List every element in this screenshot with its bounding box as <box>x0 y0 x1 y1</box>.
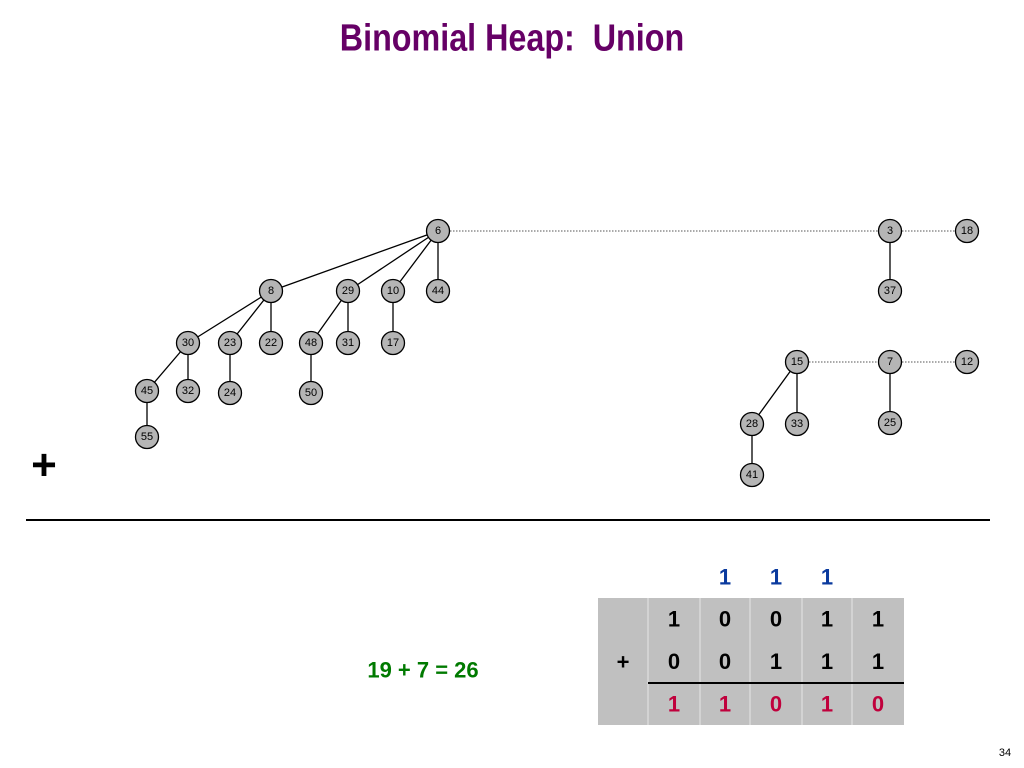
node-label: 25 <box>884 417 896 429</box>
node-label: 6 <box>435 225 441 237</box>
node-label: 23 <box>224 337 236 349</box>
node <box>954 349 980 375</box>
binary-table: +1 0 0 1 1 0 0 1 1 1 1 1 0 1 0 1 1 1 <box>598 565 904 725</box>
plus-sign: + <box>31 441 57 490</box>
nodes: 6 3 18 8 29 10 44 37 30 23 22 48 31 17 15 7 12 45 32 24 50 28… <box>134 218 980 488</box>
carry-digit: 1 <box>719 565 731 590</box>
addend-digit: 0 <box>770 607 782 632</box>
node <box>380 330 406 356</box>
node <box>134 424 160 450</box>
tree-edge <box>347 230 439 292</box>
node <box>739 411 765 437</box>
node <box>335 278 361 304</box>
node <box>134 378 160 404</box>
sum-digit: 0 <box>770 692 782 717</box>
node <box>258 278 284 304</box>
table-background <box>598 598 904 725</box>
addend-digit: 1 <box>770 649 782 674</box>
node-label: 7 <box>887 356 893 368</box>
addend-digit: 1 <box>872 649 884 674</box>
node-label: 17 <box>387 337 399 349</box>
node <box>877 278 903 304</box>
node <box>175 330 201 356</box>
tree-edge <box>751 361 798 425</box>
node <box>739 462 765 488</box>
node <box>425 218 451 244</box>
node-label: 10 <box>387 285 399 297</box>
node <box>954 218 980 244</box>
node <box>784 349 810 375</box>
node-label: 50 <box>305 387 317 399</box>
sum-digit: 1 <box>821 692 833 717</box>
node-label: 12 <box>961 356 973 368</box>
node-label: 55 <box>141 431 153 443</box>
node-label: 28 <box>746 418 758 430</box>
node-label: 48 <box>305 337 317 349</box>
addend-digit: 0 <box>668 649 680 674</box>
node <box>425 278 451 304</box>
node <box>877 410 903 436</box>
node-label: 22 <box>265 337 277 349</box>
node <box>877 349 903 375</box>
page-number: 34 <box>999 747 1011 759</box>
addend-digit: 1 <box>821 607 833 632</box>
node <box>298 380 324 406</box>
node-label: 24 <box>224 387 236 399</box>
node <box>217 330 243 356</box>
slide-title: Binomial Heap: Union <box>340 17 684 59</box>
node <box>258 330 284 356</box>
equation: 19 + 7 = 26 <box>367 658 478 683</box>
tree-edge <box>392 230 439 292</box>
node-label: 32 <box>182 385 194 397</box>
sum-digit: 1 <box>668 692 680 717</box>
addend-digit: 1 <box>872 607 884 632</box>
node-label: 30 <box>182 337 194 349</box>
tree-edge <box>187 290 272 344</box>
node-label: 44 <box>432 285 444 297</box>
addend-digit: 0 <box>719 607 731 632</box>
node <box>175 378 201 404</box>
node <box>217 380 243 406</box>
carry-digit: 1 <box>770 565 782 590</box>
node <box>380 278 406 304</box>
node-label: 33 <box>791 418 803 430</box>
node-label: 31 <box>342 337 354 349</box>
node <box>335 330 361 356</box>
node <box>784 411 810 437</box>
carry-digit: 1 <box>821 565 833 590</box>
addend-digit: 0 <box>719 649 731 674</box>
node-label: 37 <box>884 285 896 297</box>
node <box>877 218 903 244</box>
tree-edge <box>270 230 439 292</box>
sum-digit: 0 <box>872 692 884 717</box>
addend-digit: 1 <box>821 649 833 674</box>
node <box>298 330 324 356</box>
node-label: 15 <box>791 356 803 368</box>
addend-digit: 1 <box>668 607 680 632</box>
node-label: 41 <box>746 469 758 481</box>
node-label: 45 <box>141 385 153 397</box>
node-label: 8 <box>268 285 274 297</box>
sum-digit: 1 <box>719 692 731 717</box>
operator: + <box>617 650 630 675</box>
node-label: 3 <box>887 225 893 237</box>
node-label: 18 <box>961 225 973 237</box>
node-label: 29 <box>342 285 354 297</box>
